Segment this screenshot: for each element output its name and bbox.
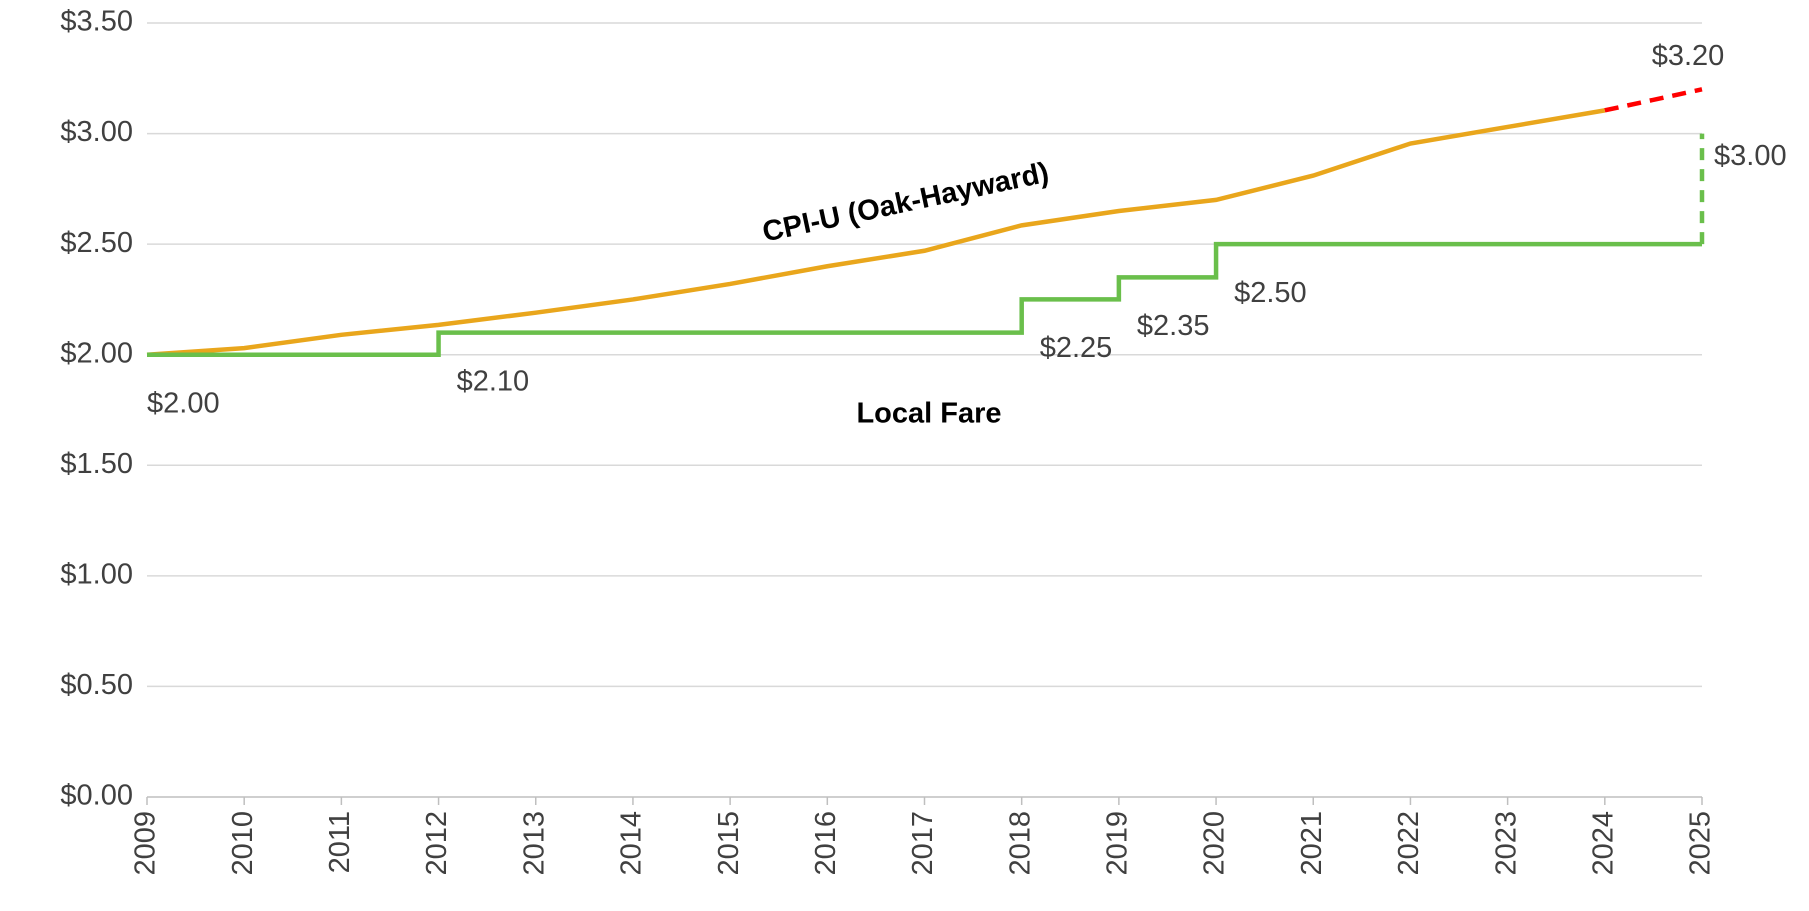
x-tick-label: 2015: [713, 811, 745, 876]
x-tick-label: 2025: [1685, 811, 1717, 876]
x-tick-label: 2022: [1393, 811, 1425, 876]
y-tick-label: $0.00: [60, 780, 133, 812]
y-tick-label: $3.50: [60, 6, 133, 38]
x-tick-label: 2009: [130, 811, 162, 876]
x-tick-label: 2021: [1296, 811, 1328, 876]
x-tick-label: 2010: [227, 811, 259, 876]
x-tick-label: 2011: [324, 811, 356, 873]
series-line: [146, 108, 1606, 357]
x-tick-label: 2020: [1199, 811, 1231, 876]
series-annotation: Local Fare: [856, 398, 1001, 430]
x-tick-label: 2016: [810, 811, 842, 876]
x-tick-label: 2013: [518, 811, 550, 876]
data-label: $2.25: [1040, 332, 1113, 364]
x-tick-label: 2019: [1102, 811, 1134, 876]
x-tick-label: 2012: [421, 811, 453, 876]
x-tick-label: 2018: [1004, 811, 1036, 876]
x-tick-label: 2023: [1490, 811, 1522, 876]
data-label: $3.20: [1652, 40, 1725, 72]
series-annotation: CPI-U (Oak-Hayward): [760, 157, 1052, 249]
data-label: $3.00: [1714, 140, 1787, 172]
y-tick-label: $3.00: [60, 116, 133, 148]
x-tick-label: 2017: [907, 811, 939, 876]
y-tick-label: $2.00: [60, 337, 133, 369]
step-line: [147, 241, 1702, 357]
data-label: $2.00: [147, 387, 220, 419]
data-label: $2.10: [457, 365, 530, 397]
y-tick-label: $1.00: [60, 559, 133, 591]
y-tick-label: $1.50: [60, 448, 133, 480]
series-line: [1604, 87, 1703, 113]
x-tick-label: 2014: [616, 811, 648, 876]
y-tick-label: $2.50: [60, 227, 133, 259]
y-tick-label: $0.50: [60, 669, 133, 701]
x-tick-label: 2024: [1587, 811, 1619, 876]
data-label: $2.35: [1137, 310, 1210, 342]
data-label: $2.50: [1234, 277, 1307, 309]
